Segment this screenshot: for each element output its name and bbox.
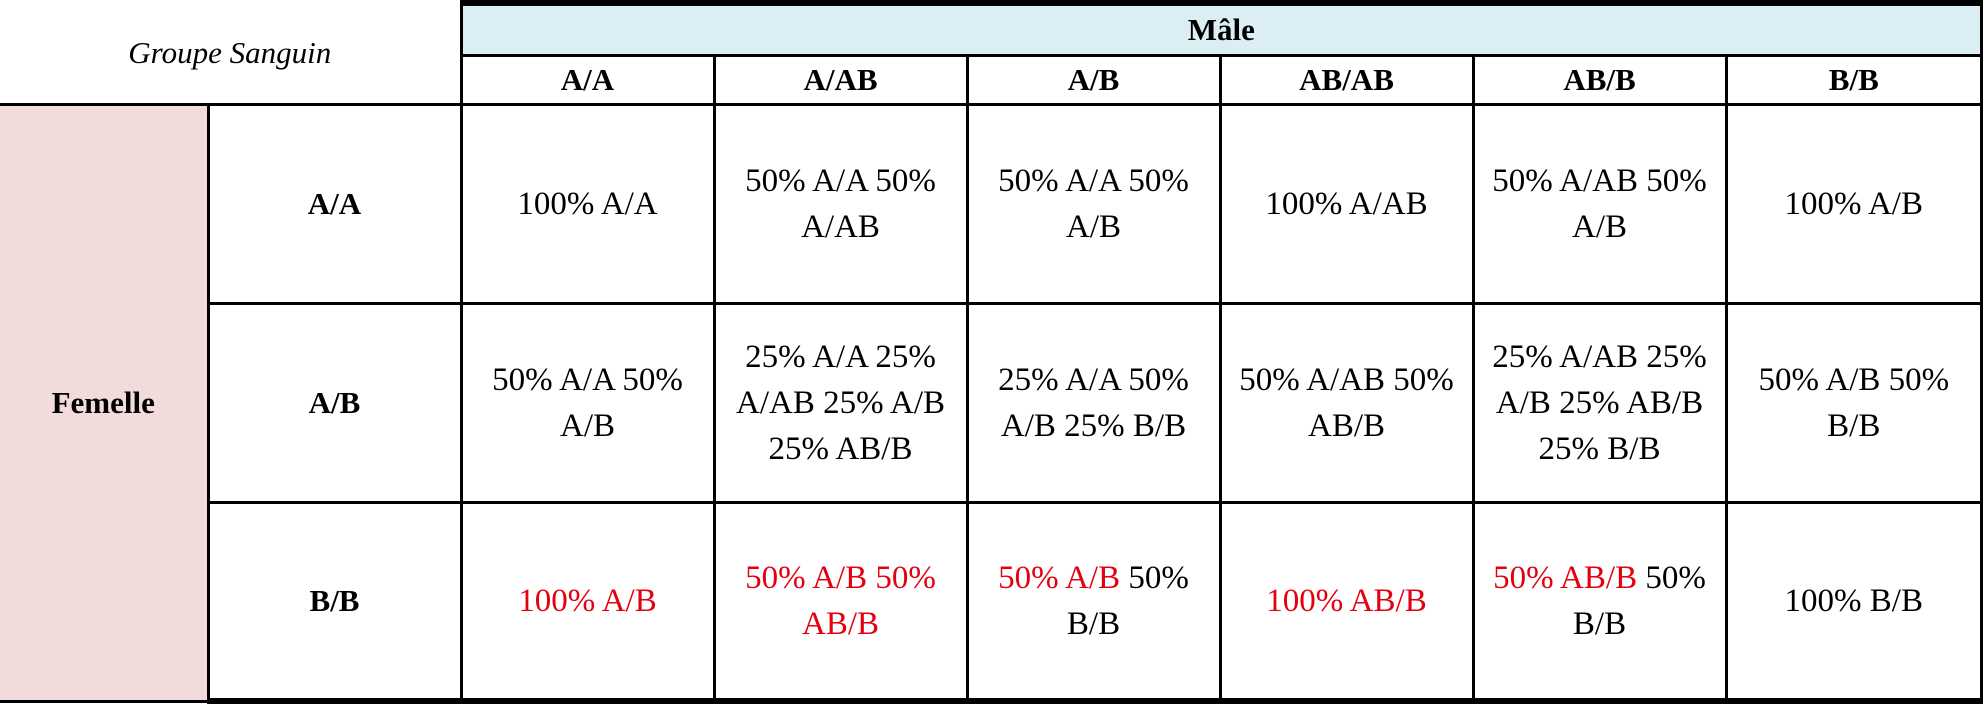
column-header-ab: A/B [965,53,1222,107]
result-cell: 50% A/AB 50% A/B [1471,103,1728,306]
row-header-bb: B/B [206,500,463,704]
result-text: 100% A/AB [1265,186,1428,223]
result-cell: 50% A/B 50% B/B [965,500,1222,704]
result-cell: 50% A/B 50% AB/B [712,500,969,704]
result-cell: 100% B/B [1724,500,1983,704]
result-text: 50% B/B [1066,559,1189,642]
result-text: 50% A/A 50% A/AB [745,163,936,246]
result-cell: 50% A/AB 50% AB/B [1218,302,1475,504]
result-cell: 100% AB/B [1218,500,1475,704]
result-text: 50% A/AB 50% AB/B [1239,361,1454,444]
result-text: 25% A/A 50% A/B 25% B/B [998,361,1189,444]
result-cell: 100% A/B [459,500,716,704]
column-header-abab: AB/AB [1218,53,1475,107]
highlighted-result: 50% A/B [998,559,1121,596]
highlighted-result: 50% A/B 50% AB/B [745,559,936,642]
result-text: 50% B/B [1572,559,1706,642]
column-header-aab: A/AB [712,53,969,107]
female-label: Femelle [0,103,210,703]
result-cell: 50% A/A 50% A/B [459,302,716,504]
highlighted-result: 100% AB/B [1266,582,1427,619]
result-text: 25% A/AB 25% A/B 25% AB/B 25% B/B [1492,338,1707,467]
result-cell: 50% A/A 50% A/B [965,103,1222,306]
result-cell: 100% A/B [1724,103,1983,306]
result-text: 100% A/B [1784,186,1923,223]
row-header-ab: A/B [206,302,463,504]
result-cell: 25% A/A 25% A/AB 25% A/B 25% AB/B [712,302,969,504]
result-text: 50% A/AB 50% A/B [1492,163,1707,246]
result-text: 50% A/A 50% A/B [998,163,1189,246]
result-cell: 25% A/AB 25% A/B 25% AB/B 25% B/B [1471,302,1728,504]
column-header-bb: B/B [1724,53,1983,107]
result-text: 50% A/A 50% A/B [492,361,683,444]
result-text: 100% A/A [517,186,658,223]
result-cell: 100% A/A [459,103,716,306]
result-cell: 25% A/A 50% A/B 25% B/B [965,302,1222,504]
result-cell: 50% A/B 50% B/B [1724,302,1983,504]
result-text: 100% B/B [1784,582,1923,619]
result-cell: 50% A/A 50% A/AB [712,103,969,306]
table-row: B/B 100% A/B 50% A/B 50% AB/B 50% A/B 50… [0,500,1983,704]
result-text: 50% A/B 50% B/B [1758,361,1950,444]
highlighted-result: 50% AB/B [1493,559,1638,596]
male-header: Mâle [459,0,1983,57]
column-header-aa: A/A [459,53,716,107]
highlighted-result: 100% A/B [518,582,657,619]
corner-label: Groupe Sanguin [0,3,463,107]
result-text: 25% A/A 25% A/AB 25% A/B 25% AB/B [735,338,946,467]
result-cell: 100% A/AB [1218,103,1475,306]
result-cell: 50% AB/B 50% B/B [1471,500,1728,704]
row-header-aa: A/A [206,103,463,306]
column-header-abb: AB/B [1471,53,1728,107]
table-row: Femelle A/A 100% A/A 50% A/A 50% A/AB 50… [0,103,1983,703]
table-row: A/B 50% A/A 50% A/B 25% A/A 25% A/AB 25%… [0,302,1983,504]
